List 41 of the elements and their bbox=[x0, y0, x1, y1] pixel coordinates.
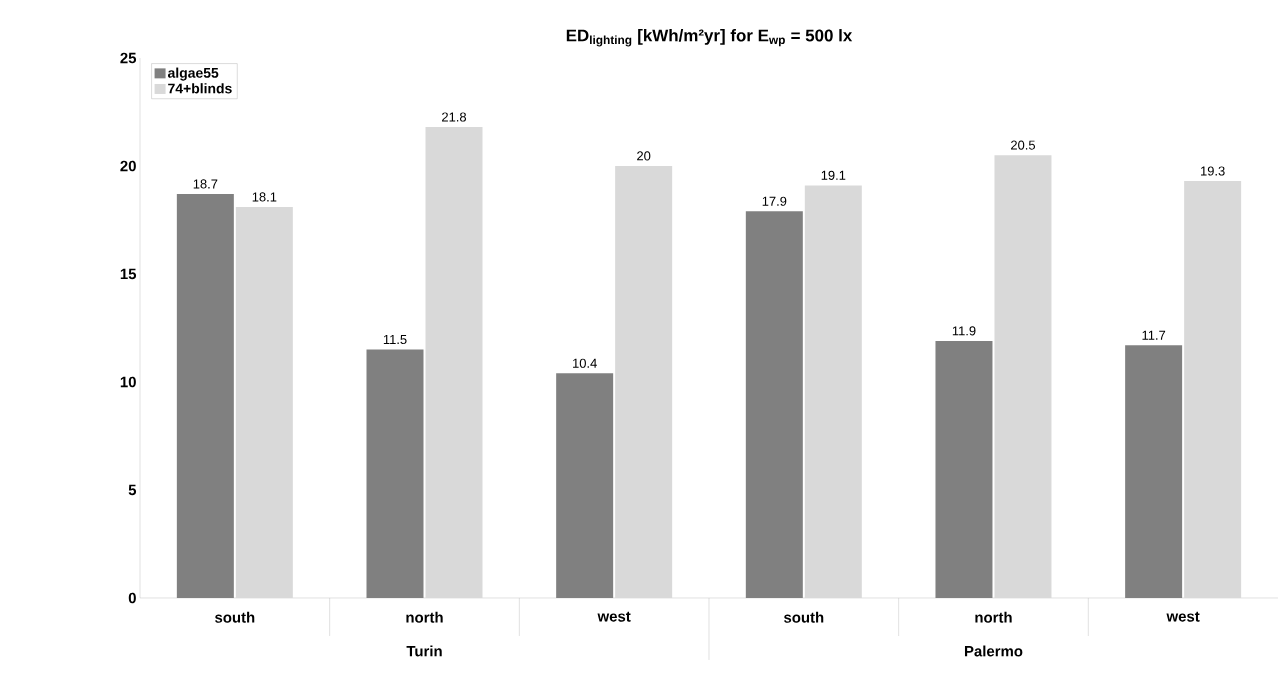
bar bbox=[176, 194, 234, 598]
y-tick-label: 10 bbox=[120, 376, 136, 388]
x-tick-label: north bbox=[406, 611, 443, 623]
data-label: 10.4 bbox=[573, 358, 597, 368]
chart-title: ED$_{lighting}$ [kWh/m²yr] for E$_{wp}$ = 500 lx bbox=[566, 29, 853, 47]
y-tick-label: 0 bbox=[128, 592, 136, 604]
data-label: 19.3 bbox=[1201, 166, 1225, 176]
data-label: 18.1 bbox=[252, 192, 277, 202]
data-label: 11.7 bbox=[1142, 330, 1166, 340]
bar bbox=[235, 207, 293, 598]
legend-label: 74+blinds bbox=[168, 83, 232, 94]
bar bbox=[994, 155, 1052, 598]
bar bbox=[556, 373, 614, 598]
bar bbox=[1125, 345, 1183, 598]
bar bbox=[935, 340, 993, 598]
x-tick-label: south bbox=[215, 611, 255, 623]
data-label: 20 bbox=[637, 151, 651, 161]
data-label: 11.5 bbox=[383, 335, 407, 345]
data-label: 19.1 bbox=[821, 170, 846, 180]
y-tick-label: 15 bbox=[120, 268, 137, 280]
bar bbox=[425, 127, 483, 598]
y-tick-label: 25 bbox=[120, 52, 137, 64]
text: Palermo bbox=[964, 645, 1023, 657]
bar bbox=[745, 211, 803, 598]
bar bbox=[366, 349, 424, 598]
data-label: 17.9 bbox=[762, 196, 787, 206]
bar bbox=[804, 185, 862, 598]
bar bbox=[615, 165, 673, 598]
legend-label: algae55 bbox=[167, 67, 219, 81]
y-tick-label: 5 bbox=[128, 484, 137, 496]
x-tick-label: west bbox=[1166, 611, 1200, 622]
data-label: 18.7 bbox=[193, 179, 218, 189]
text: Turin bbox=[406, 645, 442, 657]
x-tick-label: north bbox=[975, 611, 1012, 623]
data-label: 21.8 bbox=[442, 112, 467, 122]
data-label: 11.9 bbox=[952, 326, 976, 336]
y-tick-label: 20 bbox=[120, 160, 136, 172]
bar bbox=[1184, 181, 1242, 598]
data-label: 20.5 bbox=[1011, 140, 1036, 150]
x-tick-label: west bbox=[597, 611, 631, 622]
x-tick-label: south bbox=[784, 611, 824, 623]
